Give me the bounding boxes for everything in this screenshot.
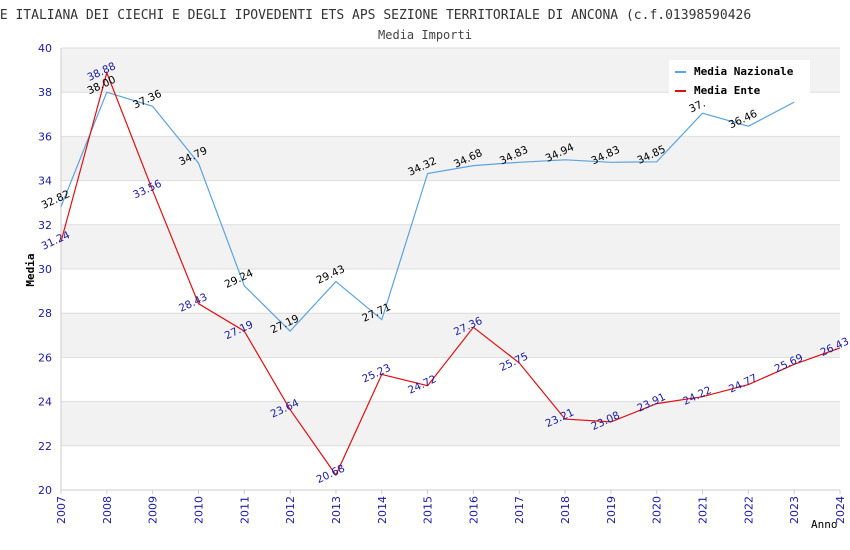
x-tick-label: 2011 — [238, 496, 251, 524]
y-tick-label: 40 — [38, 42, 52, 55]
data-label-nazionale: 32.82 — [40, 188, 72, 212]
x-tick-label: 2009 — [147, 496, 160, 524]
legend: Media Nazionale Media Ente — [669, 60, 810, 100]
x-tick-label: 2007 — [55, 496, 68, 524]
y-tick-label: 22 — [38, 440, 52, 453]
y-tick-label: 24 — [38, 396, 52, 409]
gridlines — [60, 47, 841, 494]
data-label-nazionale: 37. — [687, 98, 707, 116]
legend-label-ente: Media Ente — [694, 84, 761, 97]
y-tick-label: 20 — [38, 484, 52, 497]
chart-title: NE ITALIANA DEI CIECHI E DEGLI IPOVEDENT… — [0, 8, 751, 23]
x-tick-label: 2023 — [788, 496, 801, 524]
data-label-ente: 24.72 — [406, 373, 438, 397]
legend-label-nazionale: Media Nazionale — [694, 65, 794, 78]
x-tick-label: 2018 — [559, 496, 572, 524]
series-line-media-ente — [60, 70, 841, 477]
x-tick-label: 2014 — [376, 496, 389, 524]
grid-band — [61, 401, 840, 446]
x-tick-label: 2022 — [742, 496, 755, 524]
x-tick-label: 2016 — [467, 496, 480, 524]
x-tick-label: 2012 — [284, 496, 297, 524]
data-label-ente: 28.43 — [177, 291, 209, 315]
y-axis-label: Media — [24, 253, 37, 286]
y-tick-label: 28 — [38, 307, 52, 320]
grid-bands — [61, 48, 840, 446]
series-line-media-nazionale — [60, 91, 795, 332]
x-tick-label: 2020 — [651, 496, 664, 524]
y-tick-label: 34 — [38, 175, 52, 188]
x-tick-label: 2024 — [834, 496, 847, 524]
x-tick-label: 2013 — [330, 496, 343, 524]
grid-band — [61, 136, 840, 181]
data-label-ente: 33.56 — [131, 178, 164, 202]
y-tick-labels: 20 22 24 26 28 30 32 34 36 38 40 — [38, 42, 52, 497]
y-tick-label: 38 — [38, 86, 52, 99]
x-tick-label: 2017 — [513, 496, 526, 524]
data-label-ente: 24.77 — [727, 372, 759, 396]
legend-box — [669, 60, 810, 100]
x-tick-label: 2015 — [422, 496, 435, 524]
data-label-ente: 25.23 — [360, 362, 392, 386]
grid-band — [61, 313, 840, 358]
data-label-ente: 20.68 — [315, 462, 347, 486]
series-lines — [60, 70, 841, 477]
x-axis-label: Anno — [811, 518, 838, 531]
data-label-nazionale: 36.46 — [727, 108, 760, 132]
x-tick-label: 2021 — [697, 496, 710, 524]
y-tick-label: 36 — [38, 130, 52, 143]
chart-subtitle: Media Importi — [378, 28, 472, 42]
x-tick-label: 2008 — [101, 496, 114, 524]
y-tick-label: 26 — [38, 351, 52, 364]
y-tick-label: 32 — [38, 219, 52, 232]
grid-band — [61, 224, 840, 269]
x-tick-label: 2010 — [192, 496, 205, 524]
x-tick-labels: 2007 2008 2009 2010 2011 2012 2013 2014 2015 2016… — [55, 496, 847, 524]
y-tick-label: 30 — [38, 263, 52, 276]
x-tick-label: 2019 — [605, 496, 618, 524]
